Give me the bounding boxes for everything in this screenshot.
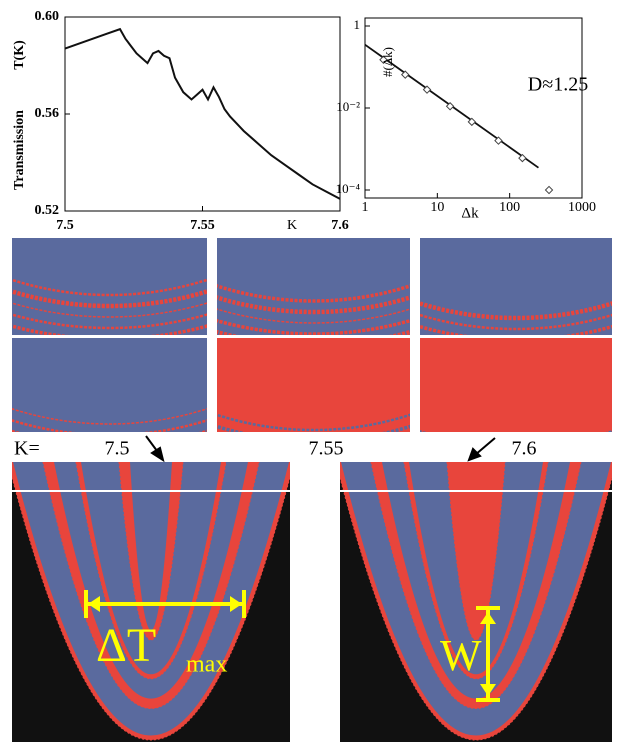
dt-head (230, 596, 242, 612)
overlay: ΔT max W (84, 590, 500, 702)
x-tick-label: 1 (362, 200, 369, 215)
data-point (518, 153, 527, 163)
basin-band (217, 308, 410, 324)
data-point (494, 136, 503, 145)
y-tick-label: 10⁻² (336, 99, 360, 114)
w-label: W (440, 631, 482, 680)
data-point (422, 85, 432, 94)
dt-head (88, 596, 100, 612)
basin-bg (217, 338, 410, 432)
line-series (64, 27, 341, 200)
basin-band (217, 295, 410, 315)
annotation: D≈1.25 (528, 74, 588, 96)
x-tick-label: 7.6 (331, 218, 349, 233)
arrows (145, 435, 496, 463)
parabola-image (340, 462, 612, 742)
dt-label: ΔT (96, 619, 156, 672)
y-tick-label: 10⁻⁴ (336, 181, 361, 196)
basin-image (12, 338, 207, 432)
k-value: 7.55 (309, 438, 344, 460)
basin-bg (12, 338, 207, 432)
basin-band (217, 284, 410, 303)
basin-bg (420, 238, 612, 335)
x-tick-label: 100 (499, 200, 520, 215)
y-axis-label: T(K) (12, 40, 27, 70)
gap (410, 238, 420, 432)
basin-band (12, 407, 207, 425)
basin-band (420, 313, 612, 331)
data-point (400, 70, 410, 79)
data-point (445, 102, 455, 111)
basin-image (420, 338, 612, 432)
parabola-band (446, 462, 506, 641)
gap (207, 238, 217, 432)
plot-frame (364, 17, 583, 199)
y-tick-label: 0.60 (35, 9, 60, 24)
x-tick-label: 7.5 (56, 218, 74, 233)
x-axis-label: Δk (461, 205, 479, 221)
y-tick-label: 0.56 (35, 106, 60, 121)
basin-image (217, 338, 410, 432)
y-axis-label: #(Δk) (380, 47, 395, 77)
basin-band (217, 413, 410, 432)
x-tick-label: 1000 (568, 200, 596, 215)
x-axis-label: K (287, 218, 297, 233)
basin-image (420, 238, 612, 335)
basin-bg (12, 238, 207, 335)
parabola-band (130, 462, 172, 631)
k-value: 7.5 (105, 438, 130, 460)
y-tick-label: 1 (354, 17, 361, 32)
w-head (480, 684, 496, 696)
charts: 7.5 7.55 7.6 0.52 0.56 0.60 K T(K) Transmission 1… (12, 9, 596, 233)
data-point (544, 185, 554, 195)
k-value: 7.6 (512, 438, 537, 460)
data-point (379, 55, 388, 65)
parabola-image (12, 462, 290, 742)
dt-sub: max (186, 652, 227, 678)
plot-frame (64, 16, 341, 212)
basin-bg (217, 238, 410, 335)
y-axis-label: Transmission (12, 110, 27, 190)
basin-image (217, 238, 410, 335)
x-tick-label: 7.55 (190, 218, 215, 233)
basin-image (12, 238, 207, 335)
k-label: K= (14, 438, 40, 460)
arrow (474, 437, 496, 456)
data-point (467, 117, 477, 127)
arrow-head (467, 447, 482, 462)
y-tick-label: 0.52 (35, 203, 60, 218)
w-head (480, 612, 496, 624)
arrow-head (150, 446, 165, 463)
basin-band (217, 318, 410, 335)
x-tick-label: 10 (430, 200, 444, 215)
basin-bg (420, 338, 612, 432)
